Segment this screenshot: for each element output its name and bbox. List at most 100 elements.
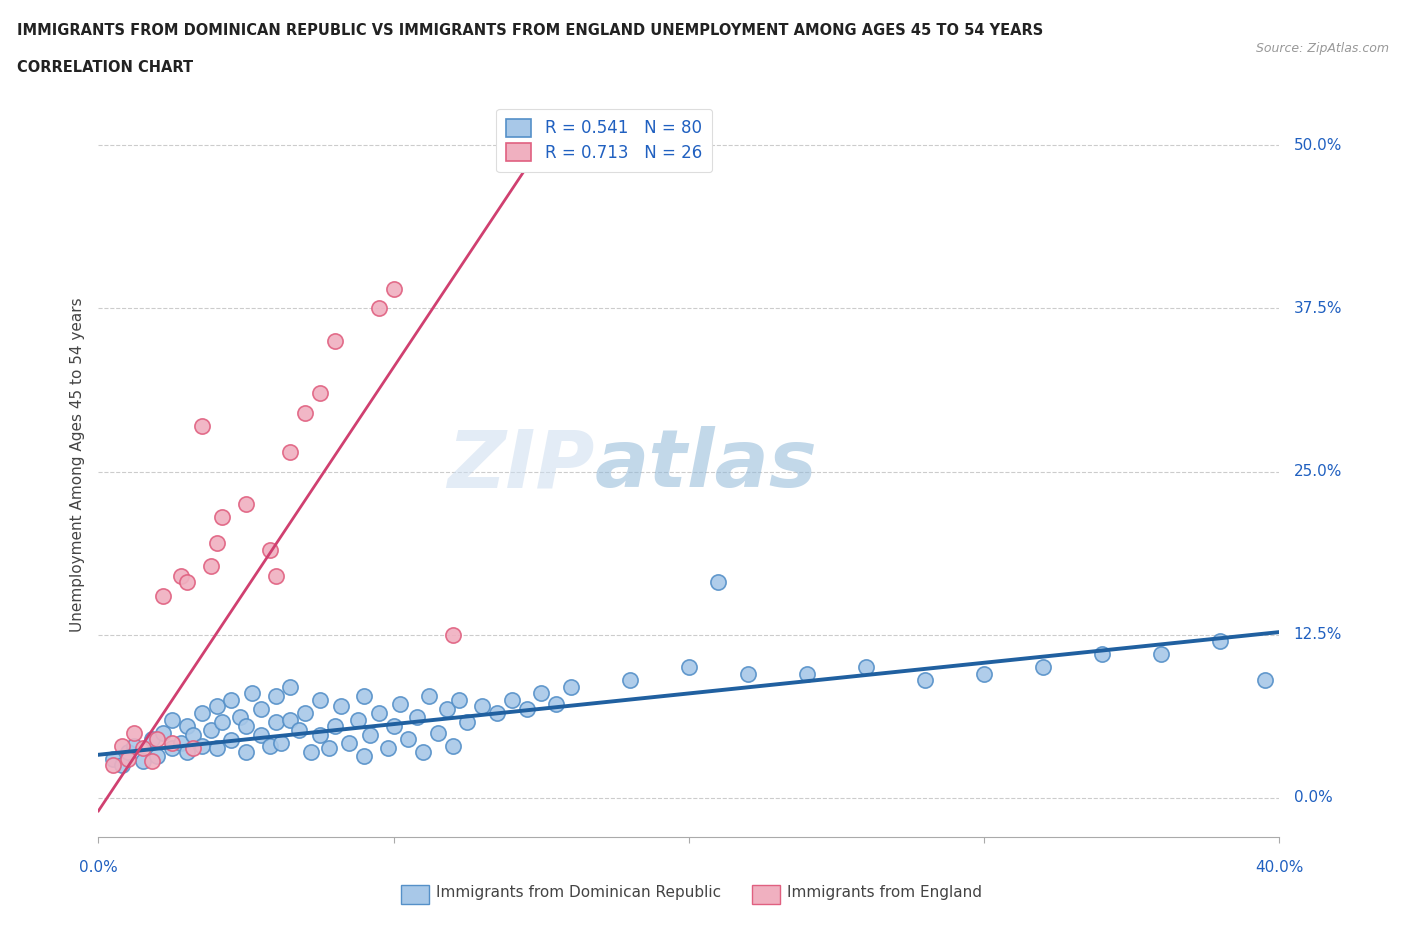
Point (211, 510, 233, 525)
Text: Immigrants from Dominican Republic: Immigrants from Dominican Republic (436, 885, 721, 900)
Point (211, 714, 233, 729)
Point (205, 741, 228, 756)
Point (181, 741, 204, 756)
Point (1091, 647, 1114, 662)
Point (353, 688, 375, 703)
Text: 37.5%: 37.5% (1294, 301, 1343, 316)
Point (117, 751, 139, 766)
Point (200, 558, 222, 573)
Point (146, 732, 169, 747)
Point (368, 301, 391, 316)
Point (1032, 660, 1054, 675)
Point (278, 680, 302, 695)
Point (323, 719, 346, 734)
Point (250, 728, 273, 743)
Point (229, 710, 252, 724)
Legend: R = 0.541   N = 80, R = 0.713   N = 26: R = 0.541 N = 80, R = 0.713 N = 26 (496, 109, 711, 172)
Point (1150, 647, 1173, 662)
Text: IMMIGRANTS FROM DOMINICAN REPUBLIC VS IMMIGRANTS FROM ENGLAND UNEMPLOYMENT AMONG: IMMIGRANTS FROM DOMINICAN REPUBLIC VS IM… (17, 23, 1043, 38)
Point (259, 542, 281, 557)
Point (737, 667, 759, 682)
Point (146, 749, 169, 764)
Point (456, 714, 478, 729)
Point (560, 680, 582, 695)
Text: 50.0%: 50.0% (1294, 138, 1341, 153)
Point (162, 712, 183, 727)
Point (205, 536, 228, 551)
Point (191, 738, 214, 753)
Text: Source: ZipAtlas.com: Source: ZipAtlas.com (1256, 42, 1389, 55)
Point (176, 575, 198, 590)
Point (191, 706, 214, 721)
Text: Immigrants from England: Immigrants from England (787, 885, 983, 900)
Point (162, 741, 183, 756)
Point (359, 728, 381, 743)
Point (368, 706, 391, 721)
Point (377, 741, 399, 756)
Point (441, 627, 464, 642)
Point (122, 738, 145, 753)
Point (152, 588, 174, 603)
Point (270, 736, 292, 751)
Text: 12.5%: 12.5% (1294, 627, 1341, 643)
Point (122, 725, 145, 740)
Point (264, 568, 287, 583)
Point (309, 386, 332, 401)
Point (678, 660, 700, 675)
Point (382, 282, 405, 297)
Point (914, 673, 936, 688)
Point (176, 719, 198, 734)
Point (530, 686, 553, 701)
Point (318, 741, 340, 756)
Text: ZIP: ZIP (447, 426, 595, 504)
Point (264, 714, 287, 729)
Point (264, 688, 287, 703)
Point (973, 667, 995, 682)
Text: 0.0%: 0.0% (79, 860, 118, 875)
Point (235, 719, 257, 734)
Point (176, 745, 198, 760)
Point (162, 736, 183, 751)
Point (259, 738, 281, 753)
Point (619, 673, 641, 688)
Point (337, 736, 360, 751)
Point (1254, 673, 1277, 688)
Point (294, 405, 316, 420)
Point (181, 728, 204, 743)
Text: 25.0%: 25.0% (1294, 464, 1341, 479)
Text: 0.0%: 0.0% (1294, 790, 1333, 805)
Point (288, 723, 311, 737)
Point (111, 758, 134, 773)
Point (418, 688, 440, 703)
Point (117, 745, 139, 760)
Point (855, 660, 877, 675)
Point (501, 693, 523, 708)
Point (299, 745, 322, 760)
Point (278, 712, 302, 727)
Point (353, 749, 375, 764)
Point (796, 667, 818, 682)
Point (278, 445, 302, 459)
Point (427, 725, 450, 740)
Text: CORRELATION CHART: CORRELATION CHART (17, 60, 193, 75)
Point (544, 697, 567, 711)
Point (235, 745, 257, 760)
Point (111, 738, 134, 753)
Point (323, 334, 346, 349)
Point (447, 693, 470, 708)
Point (515, 701, 537, 716)
Point (329, 699, 352, 714)
Point (132, 754, 155, 769)
Point (486, 706, 509, 721)
Point (200, 723, 222, 737)
Point (294, 706, 316, 721)
Point (103, 758, 125, 773)
Point (471, 699, 494, 714)
Point (235, 497, 257, 512)
Point (412, 745, 434, 760)
Point (240, 686, 263, 701)
Point (250, 701, 273, 716)
Point (170, 736, 193, 751)
Point (152, 725, 174, 740)
Point (382, 719, 405, 734)
